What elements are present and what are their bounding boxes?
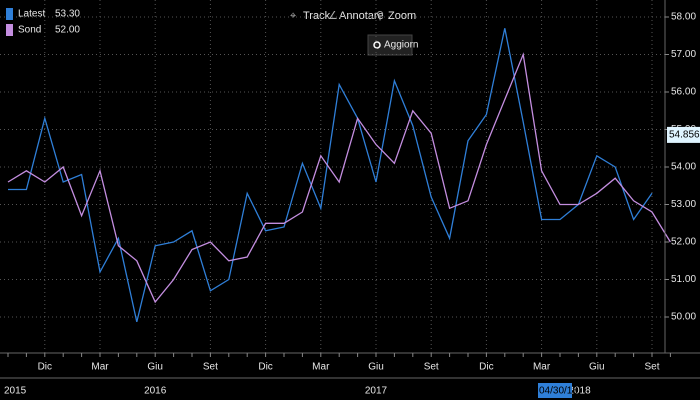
refresh-icon <box>373 41 381 49</box>
toolbar-zoom[interactable]: Zoom <box>388 10 416 22</box>
legend-swatch <box>6 8 13 20</box>
year-label: 2015 <box>4 386 27 397</box>
toolbar-track[interactable]: Track <box>303 10 331 22</box>
year-label: 2016 <box>144 386 167 397</box>
y-tick-label: 51.00 <box>671 274 696 285</box>
x-tick-label: Set <box>644 362 659 373</box>
legend-value: 53.30 <box>55 9 80 20</box>
cursor-date-box <box>538 383 572 398</box>
toolbar: ⌖ Track ∠ Annotare ⚲ Zoom Aggiorn <box>290 10 418 56</box>
x-tick-label: Mar <box>91 362 109 373</box>
plot <box>7 28 671 323</box>
x-tick-label: Set <box>424 362 439 373</box>
x-tick-label: Dic <box>38 362 52 373</box>
legend-swatch <box>6 24 13 36</box>
legend-label: Sond <box>18 25 41 36</box>
refresh-button[interactable] <box>367 34 413 56</box>
cursor-value-label: 54.856 <box>669 130 700 141</box>
x-tick-label: Giu <box>147 362 163 373</box>
legend-label: Latest <box>18 9 45 20</box>
x-tick-label: Dic <box>479 362 493 373</box>
track-icon: ⌖ <box>290 10 296 22</box>
year-label: 2017 <box>365 386 388 397</box>
x-tick-label: Dic <box>258 362 272 373</box>
annotate-icon: ∠ <box>328 10 338 22</box>
y-tick-label: 57.00 <box>671 49 696 60</box>
y-tick-label: 56.00 <box>671 87 696 98</box>
series-line <box>8 28 653 323</box>
y-tick-label: 58.00 <box>671 12 696 23</box>
y-tick-label: 52.00 <box>671 237 696 248</box>
y-tick-label: 53.00 <box>671 199 696 210</box>
x-tick-label: Mar <box>533 362 551 373</box>
zoom-icon: ⚲ <box>376 10 384 22</box>
x-tick-label: Mar <box>312 362 330 373</box>
legend: Latest 53.30 Sond 52.00 <box>6 8 80 36</box>
x-tick-label: Set <box>203 362 218 373</box>
cursor-value-box <box>667 126 700 143</box>
refresh-label[interactable]: Aggiorn <box>384 40 418 51</box>
x-tick-label: Giu <box>368 362 384 373</box>
year-label: 2018 <box>568 386 591 397</box>
y-tick-label: 50.00 <box>671 312 696 323</box>
toolbar-annotate[interactable]: Annotare <box>339 10 384 22</box>
y-tick-label: 54.00 <box>671 162 696 173</box>
legend-value: 52.00 <box>55 25 80 36</box>
series-line <box>7 52 671 304</box>
x-tick-label: Giu <box>589 362 605 373</box>
cursor-date-label: 04/30/18 <box>539 386 578 397</box>
